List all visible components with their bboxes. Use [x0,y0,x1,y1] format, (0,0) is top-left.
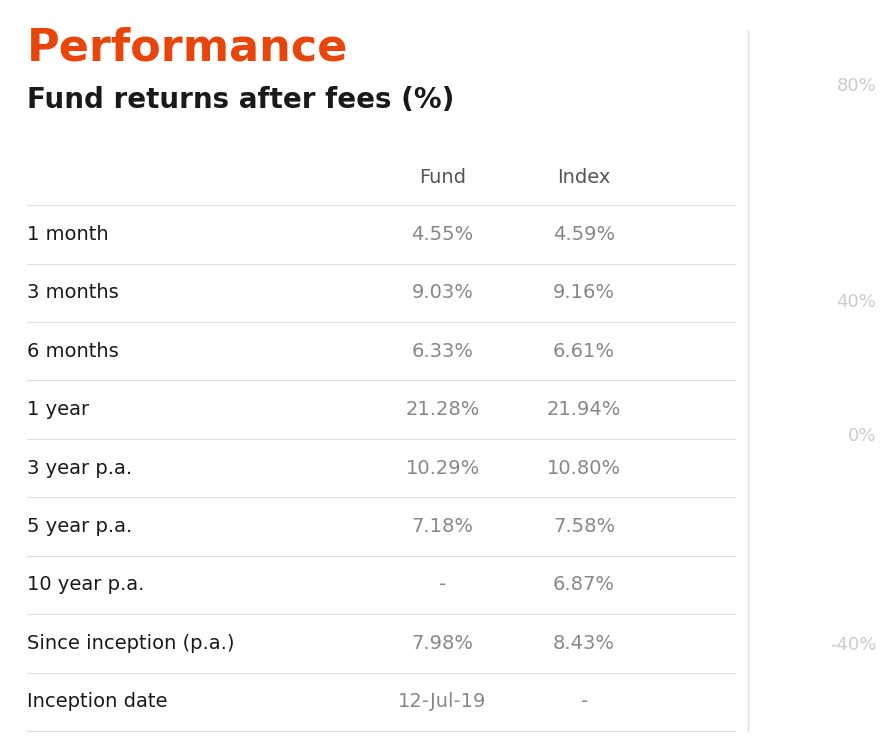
Text: Performance: Performance [27,26,348,69]
Text: 40%: 40% [836,293,876,311]
Text: 7.18%: 7.18% [412,517,473,536]
Text: 21.94%: 21.94% [547,400,621,419]
Text: Since inception (p.a.): Since inception (p.a.) [27,634,234,653]
Text: 3 months: 3 months [27,283,119,302]
Text: 6.33%: 6.33% [412,342,473,361]
Text: Fund: Fund [419,168,466,186]
Text: 0%: 0% [848,427,876,445]
Text: 7.98%: 7.98% [412,634,473,653]
Text: -40%: -40% [830,636,876,654]
Text: 4.59%: 4.59% [553,225,615,244]
Text: 10.80%: 10.80% [547,459,621,477]
Text: 8.43%: 8.43% [553,634,615,653]
Text: 1 year: 1 year [27,400,88,419]
Text: 12-Jul-19: 12-Jul-19 [398,692,487,712]
Text: 1 month: 1 month [27,225,108,244]
Text: Fund returns after fees (%): Fund returns after fees (%) [27,86,454,114]
Text: 6.61%: 6.61% [553,342,615,361]
Text: 5 year p.a.: 5 year p.a. [27,517,132,536]
Text: -: - [439,575,446,595]
Text: 10.29%: 10.29% [405,459,480,477]
Text: 4.55%: 4.55% [412,225,473,244]
Text: 6.87%: 6.87% [553,575,615,595]
Text: 10 year p.a.: 10 year p.a. [27,575,144,595]
Text: 6 months: 6 months [27,342,119,361]
Text: 21.28%: 21.28% [405,400,480,419]
Text: Inception date: Inception date [27,692,167,712]
Text: 7.58%: 7.58% [553,517,615,536]
Text: 80%: 80% [836,77,876,95]
Text: Index: Index [558,168,611,186]
Text: -: - [581,692,588,712]
Text: 9.16%: 9.16% [553,283,615,302]
Text: 3 year p.a.: 3 year p.a. [27,459,132,477]
Text: 9.03%: 9.03% [412,283,473,302]
